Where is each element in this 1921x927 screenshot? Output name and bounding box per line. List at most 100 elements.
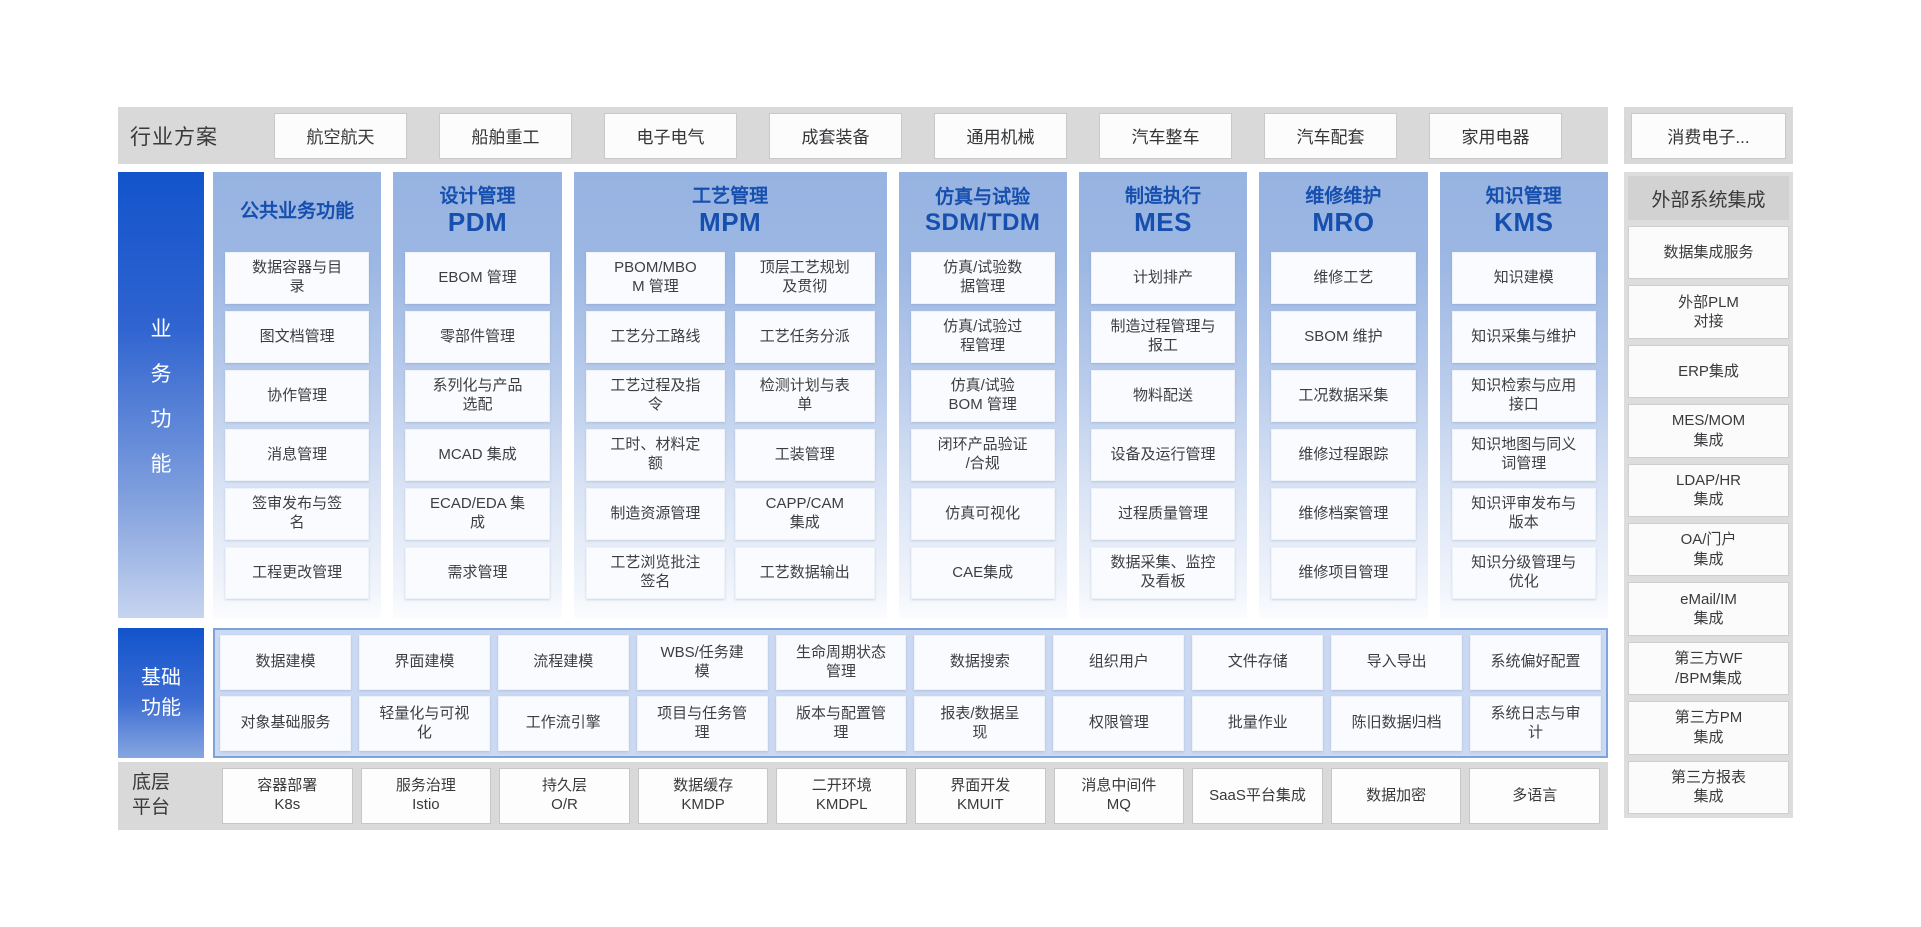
column-boxes: 仿真/试验数 据管理 仿真/试验过 程管理 仿真/试验 BOM 管理 闭环产品验证 /… xyxy=(910,252,1055,599)
platform-section: 底层 平台 容器部署 K8s 服务治理 Istio 持久层 O/R 数据缓存 KMDP… xyxy=(118,762,1608,830)
basic-function-box: 系统偏好配置 xyxy=(1470,635,1601,690)
external-integration-box: eMail/IM 集成 xyxy=(1628,582,1789,636)
basic-function-box: 界面建模 xyxy=(358,635,490,690)
industry-buttons: 航空航天 船舶重工 电子电气 成套装备 通用机械 汽车整车 汽车配套 家用电器 xyxy=(222,112,1608,159)
column-header: 维修维护 MRO xyxy=(1271,172,1415,252)
feature-box: 数据采集、监控 及看板 xyxy=(1090,547,1236,599)
column-acronym: KMS xyxy=(1494,206,1554,237)
external-integration-box: 第三方PM 集成 xyxy=(1628,701,1789,755)
external-integration-box: 外部PLM 对接 xyxy=(1628,285,1789,339)
column-boxes: PBOM/MBO M 管理 工艺分工路线 工艺过程及指 令工时、材料定 额制造资源管… xyxy=(585,252,726,599)
platform-box: 二开环境 KMDPL xyxy=(776,768,907,824)
industry-button[interactable]: 成套装备 xyxy=(769,112,902,159)
platform-box: 持久层 O/R xyxy=(499,768,630,824)
column-title: 制造执行 xyxy=(1125,186,1202,208)
feature-box: MCAD 集成 xyxy=(405,429,550,481)
industry-button[interactable]: 家用电器 xyxy=(1429,112,1562,159)
platform-box: 服务治理 Istio xyxy=(360,768,492,824)
basic-function-box: 系统日志与审 计 xyxy=(1470,696,1601,751)
feature-box: EBOM 管理 xyxy=(405,252,550,304)
basic-function-box: 批量作业 xyxy=(1192,696,1324,751)
feature-box: 检测计划与表 单 xyxy=(735,370,875,422)
feature-box: 维修过程跟踪 xyxy=(1271,429,1416,481)
column-boxes: 知识建模 知识采集与维护 知识检索与应用 接口 知识地图与同义 词管理 知识评审发布与 … xyxy=(1451,252,1596,599)
column-boxes: 数据容器与目 录图文档管理协作管理消息管理签审发布与签 名工程更改管理 xyxy=(225,252,370,599)
feature-box: 需求管理 xyxy=(405,547,550,599)
side-label-char: 务 xyxy=(150,362,172,386)
external-integration-box: MES/MOM 集成 xyxy=(1628,404,1789,458)
feature-box: 知识采集与维护 xyxy=(1451,311,1596,363)
feature-box: 计划排产 xyxy=(1090,252,1236,304)
column-acronym: PDM xyxy=(447,206,508,237)
industry-button[interactable]: 电子电气 xyxy=(604,112,737,159)
feature-box: 工程更改管理 xyxy=(225,547,370,599)
feature-box: 签审发布与签 名 xyxy=(225,488,370,540)
business-functions-section: 业务功能 公共业务功能 数据容器与目 录图文档管理 协作管理 消息管理 签审发布与签 名… xyxy=(118,172,1608,618)
feature-box: 仿真/试验 BOM 管理 xyxy=(910,370,1055,422)
basic-functions-side-label: 基础 功能 xyxy=(118,628,204,758)
feature-box: 知识评审发布与 版本 xyxy=(1451,488,1596,540)
column-acronym: MPM xyxy=(699,206,762,237)
architecture-diagram: 行业方案 航空航天 船舶重工 电子电气 成套装备 通用机械 汽车整车 汽车配套 家用电器 消费… xyxy=(118,107,1793,830)
business-column: 设计管理 PDM EBOM 管理 零部件管理 系列化与产品 选配 MCAD 集成 ECAD/… xyxy=(393,172,562,618)
feature-box: 制造过程管理与 报工 xyxy=(1090,311,1236,363)
basic-function-box: 生命周期状态 管理 xyxy=(775,635,907,690)
feature-box: 工艺过程及指 令 xyxy=(585,370,726,422)
feature-box: 系列化与产品 选配 xyxy=(405,370,550,422)
column-boxes: EBOM 管理 零部件管理 系列化与产品 选配 MCAD 集成 ECAD/EDA 集 成… xyxy=(405,252,550,599)
basic-function-box: 陈旧数据归档 xyxy=(1331,696,1463,751)
feature-box: CAE集成 xyxy=(910,547,1055,599)
side-label-char: 业 xyxy=(150,317,172,341)
main-zone: 业务功能 公共业务功能 数据容器与目 录图文档管理 协作管理 消息管理 签审发布与签 名… xyxy=(118,172,1608,830)
feature-box: 工时、材料定 额 xyxy=(585,429,726,481)
platform-grid: 容器部署 K8s 服务治理 Istio 持久层 O/R 数据缓存 KMDP 二开环境 K… xyxy=(222,768,1608,824)
basic-function-box: 文件存储 xyxy=(1192,635,1324,690)
basic-function-box: 项目与任务管 理 xyxy=(636,696,768,751)
column-header: 知识管理 KMS xyxy=(1452,172,1596,252)
feature-box: 工艺数据输出 xyxy=(735,547,875,599)
basic-function-box: 数据搜索 xyxy=(914,635,1046,690)
external-integration-box: ERP集成 xyxy=(1628,344,1789,399)
feature-box: 知识地图与同义 词管理 xyxy=(1451,429,1596,481)
basic-function-box: 工作流引擎 xyxy=(497,696,629,751)
feature-box: CAPP/CAM 集成 xyxy=(735,488,875,540)
feature-box: 协作管理 xyxy=(225,370,370,422)
feature-box: 过程质量管理 xyxy=(1090,488,1236,540)
business-column: 制造执行 MES 计划排产 制造过程管理与 报工 物料配送 设备及运行管理 过程质量管理 数据… xyxy=(1078,172,1248,618)
column-header: 仿真与试验 SDM/TDM xyxy=(911,172,1055,252)
column-subgroups: PBOM/MBO M 管理 工艺分工路线 工艺过程及指 令工时、材料定 额制造资源管… xyxy=(585,252,875,599)
industry-button[interactable]: 船舶重工 xyxy=(439,112,572,159)
feature-box: 图文档管理 xyxy=(225,311,370,363)
column-acronym: SDM/TDM xyxy=(924,209,1041,237)
feature-box: 工装管理 xyxy=(735,429,875,481)
column-acronym: MRO xyxy=(1312,206,1375,237)
platform-box: 界面开发 KMUIT xyxy=(915,768,1046,824)
side-label-char: 功 xyxy=(150,407,172,431)
column-title: 仿真与试验 xyxy=(935,187,1031,209)
industry-bar-more-segment: 消费电子... xyxy=(1624,107,1793,164)
column-boxes: 顶层工艺规划 及贯彻 工艺任务分派 检测计划与表 单工装管理 CAPP/CAM 集成工… xyxy=(735,252,875,599)
external-integration-box: LDAP/HR 集成 xyxy=(1628,463,1789,518)
basic-function-box: 版本与配置管 理 xyxy=(775,696,907,751)
basic-function-box: 权限管理 xyxy=(1053,696,1185,751)
basic-function-box: 对象基础服务 xyxy=(220,696,351,751)
column-boxes: 维修工艺 SBOM 维护 工况数据采集 维修过程跟踪 维修档案管理 维修项目管理 xyxy=(1271,252,1416,599)
column-title: 知识管理 xyxy=(1485,186,1562,208)
platform-side-label: 底层 平台 xyxy=(132,772,171,818)
feature-box: 数据容器与目 录 xyxy=(225,252,370,304)
feature-box: 顶层工艺规划 及贯彻 xyxy=(735,252,875,304)
business-columns: 公共业务功能 数据容器与目 录图文档管理协作管理消息管理签审发布与签 名工程更改管… xyxy=(213,172,1608,618)
industry-button[interactable]: 汽车配套 xyxy=(1264,112,1397,159)
basic-function-box: 轻量化与可视 化 xyxy=(358,696,490,751)
industry-button-more[interactable]: 消费电子... xyxy=(1631,112,1786,159)
industry-button[interactable]: 汽车整车 xyxy=(1099,112,1232,159)
external-integration-box: OA/门户 集成 xyxy=(1628,523,1789,577)
industry-button[interactable]: 通用机械 xyxy=(934,112,1067,159)
feature-box: 消息管理 xyxy=(225,429,370,481)
industry-button[interactable]: 航空航天 xyxy=(274,112,407,159)
industry-row: 行业方案 航空航天 船舶重工 电子电气 成套装备 通用机械 汽车整车 汽车配套 家用电器 消费… xyxy=(118,107,1793,164)
column-header: 公共业务功能 xyxy=(225,172,369,252)
feature-box: 工艺浏览批注 签名 xyxy=(585,547,726,599)
basic-functions-panel: 数据建模 界面建模 流程建模 WBS/任务建 模生命周期状态 管理 数据搜索 组织用户 文件… xyxy=(213,628,1608,758)
column-title: 设计管理 xyxy=(439,186,516,208)
